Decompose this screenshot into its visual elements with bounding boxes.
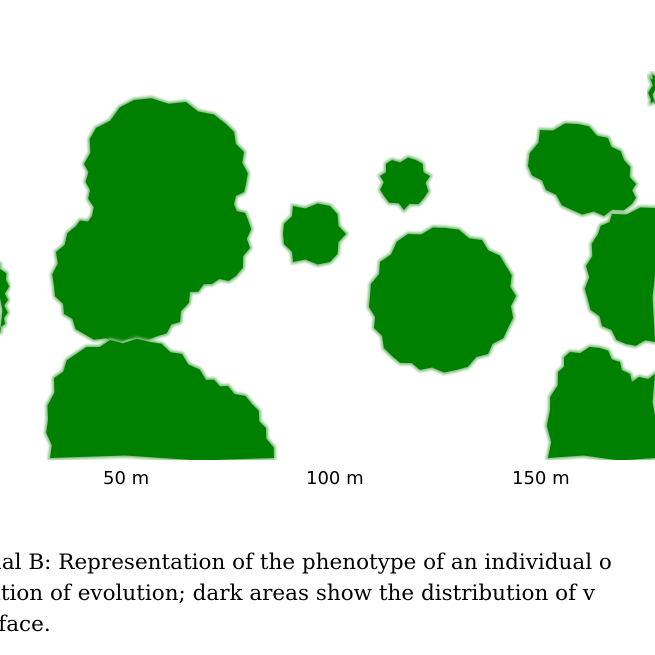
patch-upper-left bbox=[52, 98, 252, 344]
scale-label-100m: 100 m bbox=[306, 468, 364, 489]
patch-right-middle bbox=[584, 207, 655, 346]
patch-left-edge bbox=[0, 262, 10, 334]
vegetation-patches bbox=[0, 70, 655, 460]
patch-tiny bbox=[380, 157, 430, 210]
patch-center-round bbox=[368, 227, 516, 373]
phenotype-drawing bbox=[0, 70, 655, 460]
scale-label-150m: 150 m bbox=[512, 468, 570, 489]
scale-label-50m: 50 m bbox=[103, 468, 150, 489]
patch-hexagon bbox=[283, 203, 346, 265]
phenotype-figure bbox=[0, 70, 655, 460]
figure-caption: ual B: Representation of the phenotype o… bbox=[0, 547, 655, 640]
patch-top-right-sliver bbox=[648, 74, 655, 104]
patch-lower-right bbox=[546, 346, 655, 460]
caption-line-1: ual B: Representation of the phenotype o… bbox=[0, 550, 612, 575]
caption-line-2: ation of evolution; dark areas show the … bbox=[0, 581, 596, 606]
caption-line-3: rface. bbox=[0, 612, 51, 637]
patch-upper-right bbox=[528, 123, 636, 216]
patch-lower-left bbox=[46, 338, 274, 460]
